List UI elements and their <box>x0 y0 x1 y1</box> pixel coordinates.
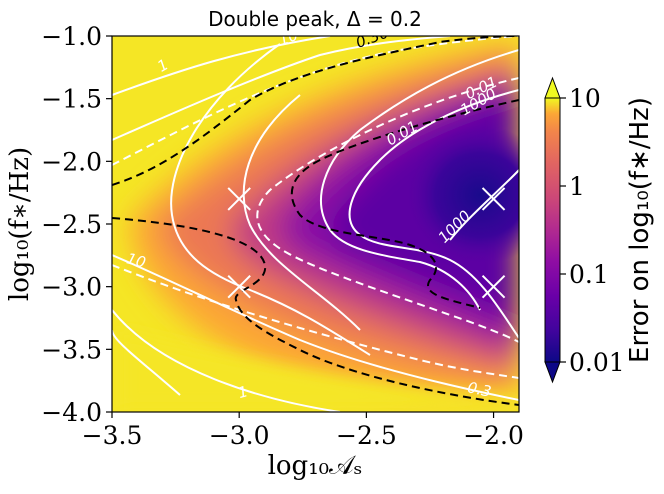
y-tick-label: −3.5 <box>41 335 102 364</box>
chart-title: Double peak, Δ = 0.2 <box>208 7 422 31</box>
x-tick-label: −3.5 <box>82 421 143 450</box>
x-axis: −3.5 −3.0 −2.5 −2.0 <box>82 412 524 450</box>
colorbar: 0.01 0.1 1 10 Error on log₁₀(f∗/Hz) <box>544 76 655 384</box>
x-tick-label: −3.0 <box>209 421 270 450</box>
y-tick-label: −4.0 <box>41 398 102 427</box>
contour-label: 1 <box>236 382 250 402</box>
colorbar-gradient <box>545 98 560 362</box>
y-tick-label: −2.5 <box>41 210 102 239</box>
contour-white-dashed-3 <box>256 77 519 343</box>
contour-white-4 <box>112 309 341 412</box>
marker-x <box>227 187 251 211</box>
y-tick-label: −3.0 <box>41 273 102 302</box>
y-tick-label: −2.0 <box>41 147 102 176</box>
contour-label: 10 <box>125 249 148 271</box>
y-tick-label: −1.5 <box>41 85 102 114</box>
contour-white-10 <box>449 169 519 241</box>
marker-x <box>481 274 506 299</box>
y-axis: −4.0 −3.5 −3.0 −2.5 −2.0 −1.5 −1.0 <box>41 22 112 427</box>
contour-white-7 <box>242 94 361 331</box>
x-tick-label: −2.0 <box>463 421 524 450</box>
contour-black-dashed-2 <box>112 217 519 406</box>
markers <box>227 187 506 299</box>
x-axis-label: log₁₀𝒜ₛ <box>268 451 363 481</box>
contour-label: 0.3 <box>466 378 493 401</box>
colorbar-extend-top <box>544 76 561 99</box>
colorbar-tick-label: 0.1 <box>569 260 609 289</box>
y-tick-label: −1.0 <box>41 22 102 51</box>
contour-white-6 <box>170 43 371 356</box>
colorbar-label: Error on log₁₀(f∗/Hz) <box>625 97 655 363</box>
contour-lines <box>112 36 519 412</box>
colorbar-tick-label: 0.01 <box>569 348 625 377</box>
colorbar-extend-bottom <box>544 361 561 384</box>
colorbar-frame <box>544 97 561 363</box>
colorbar-tick-label: 1 <box>569 172 585 201</box>
y-axis-label: log₁₀(f∗/Hz) <box>5 147 35 301</box>
contour-white-5 <box>112 254 519 401</box>
colorbar-tick-label: 10 <box>569 84 601 113</box>
contour-black-dashed-1 <box>112 36 519 186</box>
contour-white-2 <box>112 36 451 141</box>
contour-black-dashed-3 <box>290 99 519 309</box>
colorbar-ticks: 0.01 0.1 1 10 <box>560 84 625 377</box>
contour-white-3 <box>112 329 181 396</box>
contour-white-1 <box>112 36 331 96</box>
x-tick-label: −2.5 <box>336 421 397 450</box>
marker-x <box>481 187 506 211</box>
contour-white-dashed-2 <box>112 264 519 379</box>
marker-x <box>227 274 251 299</box>
